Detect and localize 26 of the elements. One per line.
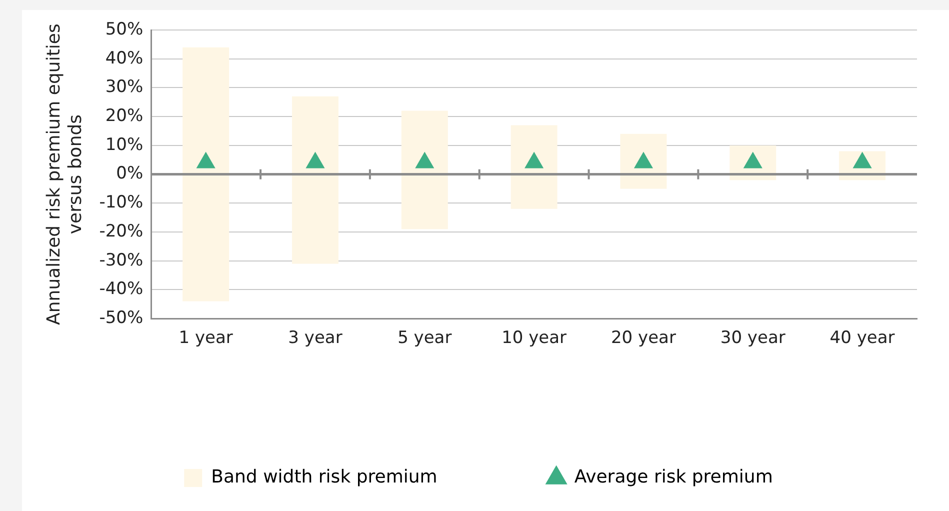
y-tick-label: -30%	[99, 250, 144, 270]
bar	[182, 47, 230, 302]
x-tick-label: 30 year	[720, 328, 786, 348]
bar	[510, 125, 558, 209]
y-tick-label: 20%	[105, 106, 144, 126]
bar	[620, 134, 667, 189]
y-tick-label: 30%	[105, 77, 144, 98]
y-tick-label: -20%	[99, 221, 144, 242]
x-tick-label: 10 year	[502, 328, 567, 348]
legend-label: Average risk premium	[574, 466, 773, 488]
x-tick-label: 5 year	[398, 328, 452, 348]
y-tick-label: -50%	[99, 308, 144, 328]
y-tick-label: 0%	[116, 164, 144, 184]
y-tick-label: -40%	[99, 279, 144, 300]
x-tick-label: 1 year	[178, 328, 233, 348]
y-tick-label: 40%	[105, 48, 144, 68]
y-tick-label: 50%	[105, 19, 144, 40]
y-axis-title: Annualized risk premium equities versus bonds	[43, 24, 86, 325]
legend-label: Band width risk premium	[211, 466, 438, 488]
bar	[401, 110, 448, 230]
x-tick-label: 3 year	[288, 328, 342, 348]
y-tick-label: -10%	[99, 192, 144, 213]
x-tick-label: 20 year	[610, 328, 676, 348]
x-tick-label: 40 year	[830, 328, 895, 348]
y-tick-label: 10%	[105, 134, 144, 155]
bar	[292, 96, 338, 264]
